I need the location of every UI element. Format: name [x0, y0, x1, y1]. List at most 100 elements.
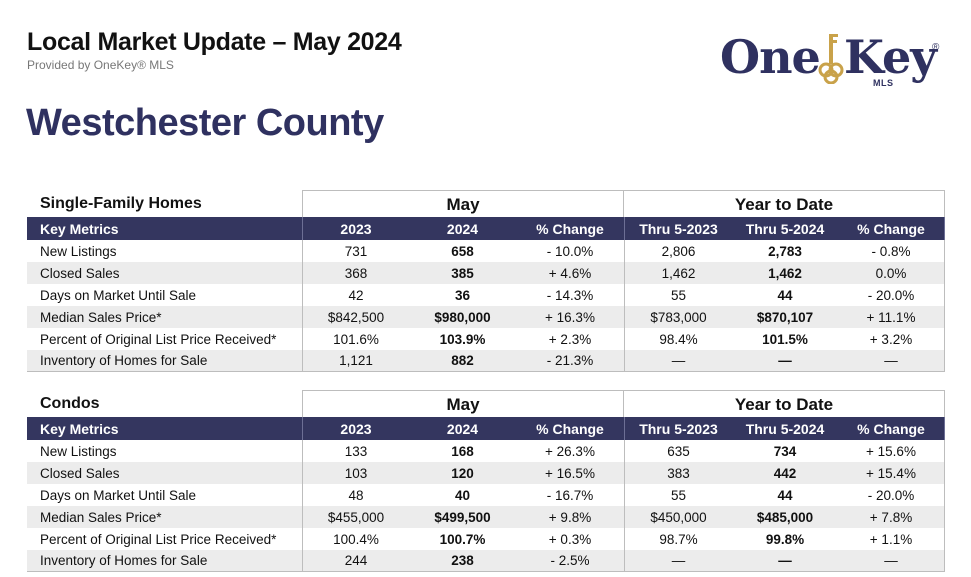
table-row: Days on Market Until Sale 48 40 - 16.7% … — [27, 484, 945, 506]
cell: 99.8% — [765, 531, 805, 547]
cell: 40 — [454, 487, 471, 503]
cell: 48 — [302, 484, 409, 506]
cell: 133 — [302, 440, 409, 462]
cell: — — [624, 550, 732, 571]
col-2023: 2023 — [302, 417, 409, 440]
provider-note: Provided by OneKey® MLS — [27, 58, 174, 72]
cell: — — [624, 350, 732, 371]
cell: + 4.6% — [548, 265, 592, 281]
col-pct-change: % Change — [536, 420, 604, 437]
cell: 168 — [451, 443, 474, 459]
cell: 101.6% — [302, 328, 409, 350]
cell: 731 — [302, 240, 409, 262]
cell: + 16.5% — [545, 465, 595, 481]
category-title: Single-Family Homes — [40, 195, 202, 212]
table-row: Percent of Original List Price Received*… — [27, 328, 945, 350]
cell: $842,500 — [302, 306, 409, 328]
cell: 368 — [302, 262, 409, 284]
cell: + 7.8% — [838, 506, 945, 528]
cell: — — [838, 550, 945, 571]
cell: 42 — [302, 284, 409, 306]
metric-label: Closed Sales — [40, 465, 120, 481]
cell: 635 — [624, 440, 732, 462]
table-row: New Listings 731 658 - 10.0% 2,806 2,783… — [27, 240, 945, 262]
cell: - 2.5% — [550, 553, 590, 568]
cell: - 16.7% — [546, 487, 594, 503]
table-row: New Listings 133 168 + 26.3% 635 734 + 1… — [27, 440, 945, 462]
cell: 55 — [624, 484, 732, 506]
metric-label: Closed Sales — [40, 265, 120, 281]
cell: 2,783 — [768, 243, 802, 259]
col-2023: 2023 — [302, 217, 409, 240]
metric-label: Median Sales Price* — [40, 509, 162, 525]
cell: + 16.3% — [545, 309, 595, 325]
metric-label: Days on Market Until Sale — [40, 287, 197, 303]
logo-text-one: One — [720, 30, 821, 84]
col-thru-5-2024: Thru 5-2024 — [745, 420, 825, 437]
table-group-header: Single-Family Homes May Year to Date — [27, 190, 945, 217]
col-ytd-pct-change: % Change — [838, 417, 945, 440]
group-may: May — [302, 390, 624, 417]
cell: 98.4% — [624, 328, 732, 350]
metric-label: Inventory of Homes for Sale — [40, 353, 208, 368]
col-pct-change: % Change — [536, 220, 604, 237]
metric-label: Percent of Original List Price Received* — [40, 331, 277, 347]
cell: 383 — [624, 462, 732, 484]
cell: - 20.0% — [838, 484, 945, 506]
table-row: Median Sales Price* $455,000 $499,500 + … — [27, 506, 945, 528]
column-header-row: Key Metrics 2023 2024 % Change Thru 5-20… — [27, 217, 945, 240]
cell: $450,000 — [624, 506, 732, 528]
cell: 238 — [451, 553, 474, 568]
metric-label: Days on Market Until Sale — [40, 487, 197, 503]
col-thru-5-2023: Thru 5-2023 — [624, 417, 732, 440]
cell: + 1.1% — [838, 528, 945, 550]
cell: 120 — [451, 465, 474, 481]
cell: $499,500 — [434, 509, 491, 525]
cell: - 14.3% — [546, 287, 594, 303]
cell: 98.7% — [624, 528, 732, 550]
cell: + 3.2% — [838, 328, 945, 350]
col-2024: 2024 — [446, 420, 479, 437]
cell: $485,000 — [756, 509, 814, 525]
cell: 100.7% — [439, 531, 486, 547]
cell: - 0.8% — [838, 240, 945, 262]
cell: 734 — [773, 443, 797, 459]
table-row: Days on Market Until Sale 42 36 - 14.3% … — [27, 284, 945, 306]
cell: $783,000 — [624, 306, 732, 328]
cell: 1,462 — [768, 265, 802, 281]
cell: 658 — [451, 243, 474, 259]
report-title: Local Market Update – May 2024 — [27, 28, 402, 56]
table-row: Inventory of Homes for Sale 244 238 - 2.… — [27, 550, 945, 572]
col-key-metrics: Key Metrics — [40, 420, 119, 437]
cell: - 21.3% — [546, 353, 594, 368]
cell: 1,121 — [302, 350, 409, 371]
col-thru-5-2023: Thru 5-2023 — [624, 217, 732, 240]
cell: + 9.8% — [548, 509, 592, 525]
cell: 244 — [302, 550, 409, 571]
group-year-to-date: Year to Date — [623, 390, 945, 417]
table-row: Closed Sales 368 385 + 4.6% 1,462 1,462 … — [27, 262, 945, 284]
cell: - 10.0% — [546, 243, 594, 259]
cell: + 11.1% — [838, 306, 945, 328]
single-family-table: Single-Family Homes May Year to Date Key… — [27, 190, 945, 372]
table-row: Closed Sales 103 120 + 16.5% 383 442 + 1… — [27, 462, 945, 484]
table-row: Median Sales Price* $842,500 $980,000 + … — [27, 306, 945, 328]
col-thru-5-2024: Thru 5-2024 — [745, 220, 825, 237]
metric-label: New Listings — [40, 443, 117, 459]
cell: 101.5% — [762, 331, 808, 347]
cell: 0.0% — [838, 262, 945, 284]
metric-label: Median Sales Price* — [40, 309, 162, 325]
cell: 385 — [451, 265, 474, 281]
logo-registered-mark: ® — [932, 42, 940, 53]
cell: 103.9% — [439, 331, 486, 347]
group-may: May — [302, 190, 624, 217]
category-title: Condos — [40, 395, 100, 412]
cell: + 0.3% — [548, 531, 592, 547]
cell: 1,462 — [624, 262, 732, 284]
cell: $980,000 — [434, 309, 491, 325]
metric-label: New Listings — [40, 243, 117, 259]
cell: 442 — [773, 465, 797, 481]
condos-table: Condos May Year to Date Key Metrics 2023… — [27, 390, 945, 572]
column-header-row: Key Metrics 2023 2024 % Change Thru 5-20… — [27, 417, 945, 440]
cell: + 2.3% — [548, 331, 592, 347]
